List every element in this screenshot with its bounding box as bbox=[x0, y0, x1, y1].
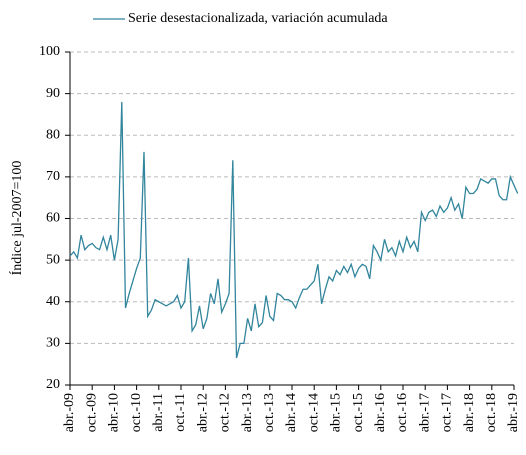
y-tick-label: 60 bbox=[46, 211, 60, 226]
x-tick-label: oct.-14 bbox=[306, 393, 321, 432]
x-tick-label: abr.-13 bbox=[240, 393, 255, 432]
y-tick-label: 80 bbox=[46, 127, 60, 142]
x-tick-label: abr.-15 bbox=[329, 393, 344, 432]
x-tick-label: oct.-09 bbox=[84, 393, 99, 432]
y-tick-label: 20 bbox=[46, 377, 60, 392]
x-tick-label: oct.-15 bbox=[351, 393, 366, 432]
x-tick-label: abr.-14 bbox=[284, 393, 299, 432]
x-tick-label: oct.-13 bbox=[262, 393, 277, 432]
x-tick-label: oct.-11 bbox=[173, 393, 188, 432]
y-tick-label: 40 bbox=[46, 294, 60, 309]
x-tick-label: abr.-19 bbox=[506, 393, 521, 432]
x-tick-label: oct.-18 bbox=[484, 393, 499, 432]
legend-label: Serie desestacionalizada, variación acum… bbox=[128, 11, 388, 26]
x-tick-label: oct.-10 bbox=[129, 393, 144, 432]
data-line bbox=[69, 101, 519, 359]
x-tick-label: oct.-16 bbox=[395, 393, 410, 432]
x-tick-label: abr.-18 bbox=[462, 393, 477, 432]
x-tick-label: abr.-12 bbox=[195, 393, 210, 432]
x-tick-label: abr.-09 bbox=[62, 393, 77, 432]
x-tick-label: abr.-10 bbox=[107, 393, 122, 432]
x-tick-label: oct.-17 bbox=[440, 393, 455, 432]
y-tick-label: 70 bbox=[46, 169, 60, 184]
y-tick-label: 90 bbox=[46, 86, 60, 101]
x-tick-label: oct.-12 bbox=[218, 393, 233, 432]
x-tick-label: abr.-17 bbox=[417, 393, 432, 432]
x-tick-label: abr.-11 bbox=[151, 393, 166, 432]
x-tick-label: abr.-16 bbox=[373, 393, 388, 432]
y-tick-label: 30 bbox=[46, 336, 60, 351]
y-axis-title: Índice jul-2007=100 bbox=[8, 161, 25, 276]
y-tick-label: 100 bbox=[39, 44, 60, 59]
y-tick-label: 50 bbox=[46, 252, 60, 267]
